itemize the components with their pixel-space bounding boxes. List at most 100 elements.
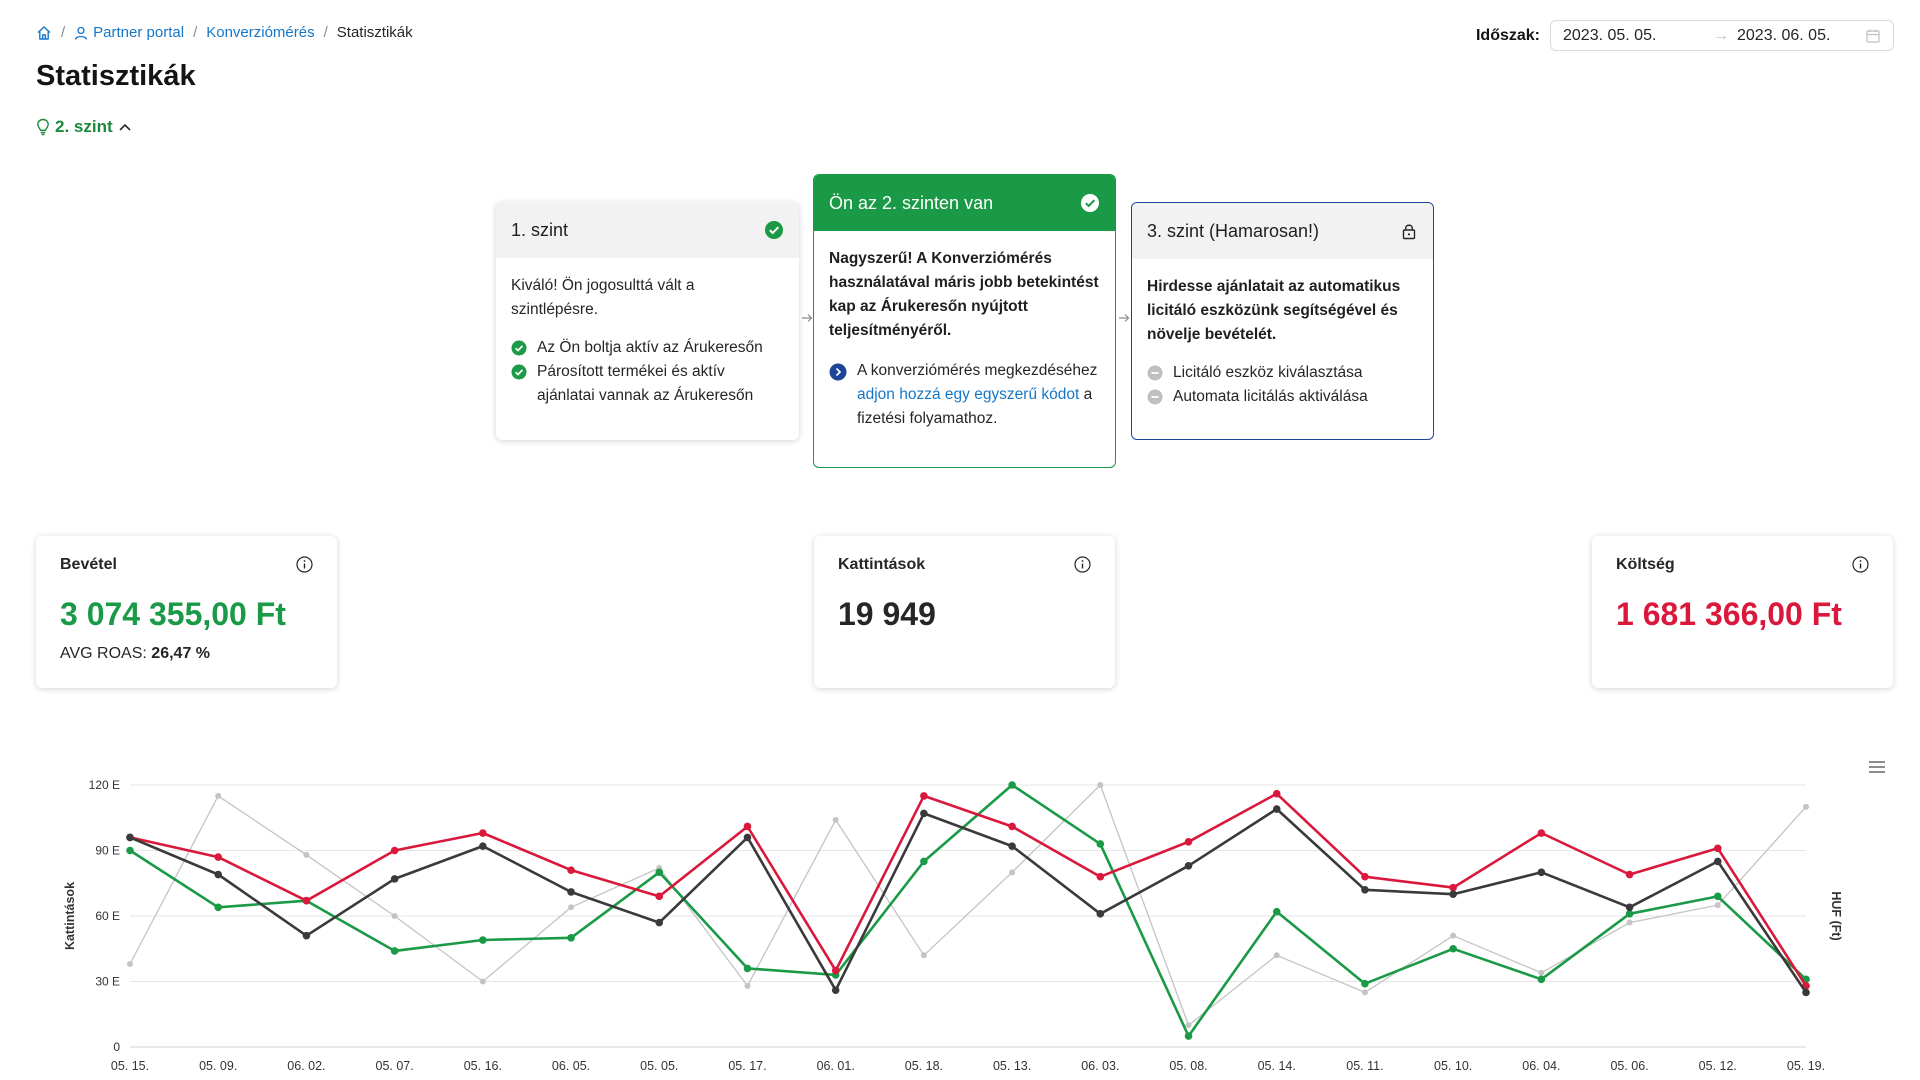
- level-step-3-checklist: Licitáló eszköz kiválasztása Automata li…: [1147, 361, 1418, 409]
- info-icon[interactable]: [1852, 556, 1869, 573]
- kpi-label: Költség: [1616, 556, 1675, 573]
- data-point: [1625, 903, 1634, 912]
- data-point: [1273, 952, 1280, 959]
- x-tick-label: 05. 11.: [1346, 1059, 1383, 1073]
- data-point: [1008, 822, 1016, 831]
- lightbulb-icon: [37, 118, 49, 136]
- kpi-label: Bevétel: [60, 556, 117, 573]
- breadcrumb-partner-portal[interactable]: Partner portal: [74, 24, 184, 41]
- data-point: [479, 829, 487, 837]
- x-tick-label: 05. 17.: [728, 1059, 766, 1073]
- data-point: [1272, 907, 1281, 916]
- data-point: [1713, 892, 1722, 901]
- list-item-text: Automata licitálás aktiválása: [1173, 388, 1368, 405]
- data-point: [127, 961, 133, 968]
- level-step-3-header: 3. szint (Hamarosan!): [1132, 203, 1433, 259]
- x-tick-label: 05. 05.: [640, 1059, 678, 1073]
- data-point: [1361, 872, 1369, 881]
- level-step-1-intro: Kiváló! Ön jogosulttá vált a szintlépésr…: [511, 277, 695, 318]
- x-tick-label: 05. 16.: [464, 1059, 502, 1073]
- breadcrumb-separator: /: [61, 24, 66, 41]
- data-point: [1625, 910, 1634, 918]
- data-point: [390, 875, 399, 883]
- data-point: [1361, 979, 1369, 988]
- breadcrumb: / Partner portal / Konverziómérés / Stat…: [36, 24, 413, 41]
- data-point: [391, 913, 398, 919]
- chart-menu-icon[interactable]: [1868, 760, 1886, 774]
- data-point: [1714, 902, 1721, 909]
- page-title: Statisztikák: [36, 60, 196, 92]
- level-step-2-hint: A konverziómérés megkezdéséhez adjon hoz…: [829, 359, 1100, 431]
- series-line: [129, 807, 1808, 994]
- kpi-card-revenue: Bevétel 3 074 355,00 Ft AVG ROAS: 26,47 …: [36, 536, 337, 688]
- data-point: [126, 846, 134, 855]
- data-point: [743, 833, 752, 842]
- kpi-value: 3 074 355,00 Ft: [60, 596, 286, 632]
- data-point: [1097, 782, 1104, 788]
- check-circle-icon: [511, 364, 527, 380]
- line-chart: 0 30 E 60 E 90 E 120 E 05. 15. 05. 09. 06. 02. 0…: [63, 778, 1843, 1073]
- chevron-up-icon: [119, 123, 131, 131]
- breadcrumb-current: Statisztikák: [336, 24, 413, 41]
- y-tick-label: 120 E: [89, 778, 120, 792]
- data-point: [1449, 890, 1457, 898]
- data-point: [1184, 1032, 1193, 1040]
- data-point: [1009, 869, 1016, 876]
- level-step-3-title: 3. szint (Hamarosan!): [1147, 220, 1320, 241]
- data-point: [1272, 789, 1281, 798]
- arrow-right-icon: [1119, 314, 1130, 322]
- data-point: [1008, 781, 1016, 789]
- data-point: [214, 903, 223, 912]
- date-range-end[interactable]: 2023. 06. 05.: [1737, 26, 1831, 44]
- check-circle-icon: [1081, 194, 1099, 212]
- y-tick-label: 90 E: [95, 844, 120, 858]
- user-icon: [75, 26, 88, 40]
- level-step-2-header: Ön az 2. szinten van: [814, 175, 1115, 231]
- data-point: [302, 896, 311, 905]
- minus-circle-icon: [1147, 365, 1163, 381]
- data-point: [831, 966, 840, 975]
- info-icon[interactable]: [296, 556, 313, 573]
- x-tick-label: 06. 01.: [817, 1059, 855, 1073]
- date-range-picker[interactable]: 2023. 05. 05. → 2023. 06. 05.: [1550, 20, 1894, 51]
- data-point: [1096, 872, 1105, 881]
- series-line: [129, 783, 1807, 1038]
- y-tick-label: 60 E: [95, 909, 120, 923]
- lock-icon: [1402, 224, 1416, 240]
- level-step-2-title: Ön az 2. szinten van: [829, 192, 994, 213]
- add-code-link[interactable]: adjon hozzá egy egyszerű kódot: [857, 386, 1080, 403]
- hint-text-before: A konverziómérés megkezdéséhez: [857, 362, 1098, 379]
- date-range-start[interactable]: 2023. 05. 05.: [1563, 26, 1657, 44]
- data-point: [920, 952, 927, 959]
- breadcrumb-separator: /: [193, 24, 198, 41]
- data-point: [743, 964, 752, 973]
- level-toggle[interactable]: 2. szint: [36, 117, 132, 137]
- roas-value: 26,47 %: [151, 645, 211, 662]
- data-point: [920, 857, 928, 866]
- period-selector: Időszak: 2023. 05. 05. → 2023. 06. 05.: [1476, 20, 1894, 51]
- data-point: [1537, 975, 1546, 984]
- chevron-right-circle-icon: [829, 363, 847, 381]
- x-tick-label: 05. 08.: [1169, 1059, 1207, 1073]
- breadcrumb-home[interactable]: [36, 25, 52, 41]
- list-item-text: Licitáló eszköz kiválasztása: [1173, 364, 1363, 381]
- data-point: [567, 888, 575, 896]
- data-point: [1537, 829, 1546, 837]
- info-icon[interactable]: [1074, 556, 1091, 573]
- data-point: [214, 853, 223, 861]
- list-item: Licitáló eszköz kiválasztása: [1147, 361, 1418, 385]
- data-point: [832, 816, 839, 823]
- kpi-roas: AVG ROAS: 26,47 %: [60, 645, 313, 663]
- data-point: [1184, 861, 1193, 870]
- x-tick-label: 06. 05.: [552, 1059, 590, 1073]
- data-point: [390, 846, 399, 855]
- x-tick-label: 06. 02.: [287, 1059, 325, 1073]
- data-point: [1361, 989, 1368, 996]
- arrow-right-icon: →: [1713, 26, 1729, 44]
- y-tick-label: 0: [113, 1040, 120, 1054]
- data-point: [1185, 1022, 1192, 1029]
- level-step-2-hint-text: A konverziómérés megkezdéséhez adjon hoz…: [857, 359, 1100, 431]
- breadcrumb-konverziomeres[interactable]: Konverziómérés: [206, 24, 315, 41]
- chart-container: 0 30 E 60 E 90 E 120 E 05. 15. 05. 09. 06. 02. 0…: [0, 745, 1920, 1080]
- level-step-3-body: Hirdesse ajánlatait az automatikus licit…: [1132, 259, 1433, 425]
